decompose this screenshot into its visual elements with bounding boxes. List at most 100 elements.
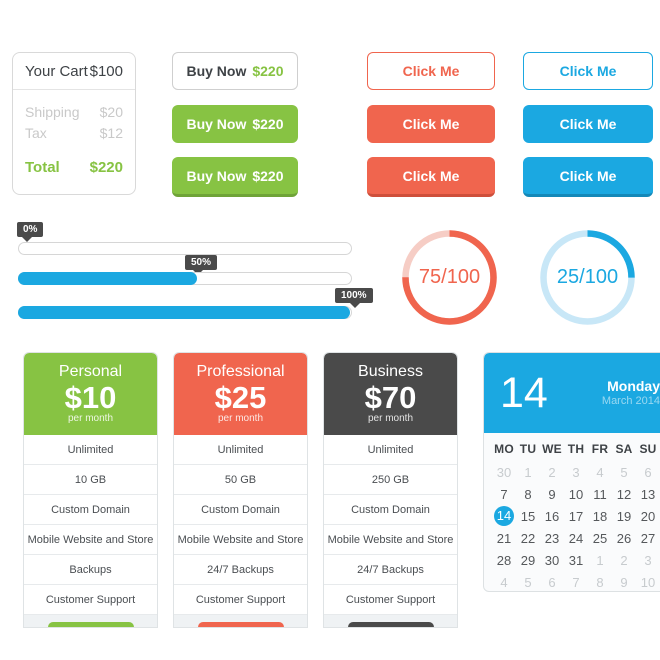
- pricing-price: $10: [64, 380, 117, 415]
- buy-now-price: $220: [252, 63, 284, 79]
- calendar-header-right: Monday March 2014: [602, 378, 660, 408]
- calendar-day[interactable]: 24: [568, 531, 584, 546]
- calendar-day[interactable]: 25: [592, 531, 608, 546]
- cart-header: Your Cart $100: [13, 53, 135, 90]
- buy-now-price: $220: [252, 116, 284, 132]
- pricing-feature-row: Mobile Website and Store: [324, 525, 457, 555]
- buy-now-button-outline[interactable]: Buy Now $220: [172, 52, 298, 90]
- pricing-signup-button[interactable]: [47, 622, 134, 627]
- calendar-day[interactable]: 11: [593, 487, 607, 502]
- calendar-day[interactable]: 19: [616, 509, 632, 524]
- calendar-day-name: Monday: [607, 378, 660, 394]
- pricing-period: per month: [367, 413, 414, 424]
- click-me-button-blue-outline[interactable]: Click Me: [523, 52, 653, 90]
- calendar-day[interactable]: 27: [640, 531, 656, 546]
- calendar-day[interactable]: 7: [572, 575, 580, 590]
- calendar-day-selected[interactable]: 14: [494, 506, 514, 526]
- calendar-day[interactable]: 29: [520, 553, 536, 568]
- calendar-day[interactable]: 17: [568, 509, 584, 524]
- calendar-day[interactable]: 8: [524, 487, 532, 502]
- buy-now-price: $220: [252, 167, 284, 184]
- calendar-day[interactable]: 12: [616, 487, 632, 502]
- cart-shipping-label: Shipping: [25, 104, 80, 120]
- pricing-signup-button[interactable]: [197, 622, 284, 627]
- pricing-feature-row: Unlimited: [24, 435, 157, 465]
- progress-bar-50[interactable]: [18, 272, 352, 285]
- calendar-day[interactable]: 30: [496, 465, 512, 480]
- calendar-day[interactable]: 5: [620, 465, 628, 480]
- calendar-day[interactable]: 8: [596, 575, 604, 590]
- calendar-day-grid: 30 1 2 3 4 5 6 7 8 9 10 11 12 13 14 15 1…: [484, 462, 660, 591]
- calendar-day[interactable]: 9: [548, 487, 556, 502]
- cart-tax-label: Tax: [25, 125, 47, 141]
- weekday-label: MO: [494, 442, 514, 456]
- pricing-card-personal: Personal $10 per month Unlimited 10 GB C…: [23, 352, 158, 628]
- calendar-day[interactable]: 18: [592, 509, 608, 524]
- pricing-header: Professional $25 per month: [174, 353, 307, 435]
- pricing-feature-row: 250 GB: [324, 465, 457, 495]
- calendar-day[interactable]: 1: [596, 553, 604, 568]
- pricing-header: Personal $10 per month: [24, 353, 157, 435]
- pricing-card-business: Business $70 per month Unlimited 250 GB …: [323, 352, 458, 628]
- progress-tooltip-0: 0%: [17, 222, 44, 242]
- calendar-weekday-row: MO TU WE TH FR SA SU: [484, 442, 660, 456]
- progress-bar-100[interactable]: [18, 306, 352, 319]
- buy-now-button-solid[interactable]: Buy Now $220: [172, 105, 298, 143]
- pricing-feature-row: Customer Support: [324, 585, 457, 615]
- pricing-feature-row: Unlimited: [324, 435, 457, 465]
- pricing-feature-row: Backups: [24, 555, 157, 585]
- pricing-signup-button[interactable]: [347, 622, 434, 627]
- cart-body: Shipping $20 Tax $12 Total $220: [13, 90, 135, 176]
- calendar-day[interactable]: 10: [568, 487, 584, 502]
- calendar-day[interactable]: 6: [644, 465, 652, 480]
- calendar-day[interactable]: 13: [640, 487, 656, 502]
- cart-shipping-line: Shipping $20: [25, 104, 123, 120]
- progress-tooltip-value: 100%: [341, 290, 367, 301]
- radial-progress-ring: [402, 230, 497, 325]
- calendar-day[interactable]: 31: [568, 553, 584, 568]
- cart-shipping-value: $20: [99, 104, 123, 120]
- cart-tax-line: Tax $12: [25, 125, 123, 141]
- progress-bar-0[interactable]: [18, 242, 352, 255]
- pricing-feature-row: 50 GB: [174, 465, 307, 495]
- calendar-day[interactable]: 10: [640, 575, 656, 590]
- pricing-feature-row: Unlimited: [174, 435, 307, 465]
- buy-now-label: Buy Now: [186, 63, 247, 79]
- calendar-day[interactable]: 26: [616, 531, 632, 546]
- ring-value-arc: [402, 230, 497, 325]
- calendar-day[interactable]: 6: [548, 575, 556, 590]
- click-me-button-red-outline[interactable]: Click Me: [367, 52, 495, 90]
- calendar-widget: 14 Monday March 2014 MO TU WE TH FR SA S…: [483, 352, 660, 592]
- weekday-label: WE: [542, 442, 562, 456]
- calendar-day[interactable]: 5: [524, 575, 532, 590]
- click-me-button-blue-solid[interactable]: Click Me: [523, 105, 653, 143]
- calendar-day[interactable]: 22: [520, 531, 536, 546]
- buy-now-button-3d[interactable]: Buy Now $220: [172, 157, 298, 197]
- calendar-day[interactable]: 23: [544, 531, 560, 546]
- cart-title: Your Cart: [25, 62, 88, 80]
- click-me-button-red-solid[interactable]: Click Me: [367, 105, 495, 143]
- pricing-plan-name: Personal: [58, 363, 123, 380]
- progress-bar-fill: [18, 306, 350, 319]
- calendar-day[interactable]: 4: [500, 575, 508, 590]
- calendar-day[interactable]: 15: [520, 509, 536, 524]
- calendar-day[interactable]: 16: [544, 509, 560, 524]
- calendar-day[interactable]: 9: [620, 575, 628, 590]
- progress-tooltip-value: 0%: [23, 224, 38, 235]
- cart-widget: Your Cart $100 Shipping $20 Tax $12 Tota…: [12, 52, 136, 195]
- calendar-day[interactable]: 21: [496, 531, 512, 546]
- calendar-day[interactable]: 7: [500, 487, 508, 502]
- radial-progress-blue: 25/100: [539, 229, 636, 326]
- calendar-day[interactable]: 3: [644, 553, 652, 568]
- calendar-day[interactable]: 30: [544, 553, 560, 568]
- calendar-day[interactable]: 3: [572, 465, 580, 480]
- click-me-button-red-3d[interactable]: Click Me: [367, 157, 495, 197]
- cart-amount: $100: [89, 62, 123, 80]
- calendar-day[interactable]: 1: [524, 465, 532, 480]
- calendar-day[interactable]: 2: [548, 465, 556, 480]
- calendar-day[interactable]: 28: [496, 553, 512, 568]
- calendar-day[interactable]: 4: [596, 465, 604, 480]
- calendar-day[interactable]: 2: [620, 553, 628, 568]
- calendar-day[interactable]: 20: [640, 509, 656, 524]
- click-me-button-blue-3d[interactable]: Click Me: [523, 157, 653, 197]
